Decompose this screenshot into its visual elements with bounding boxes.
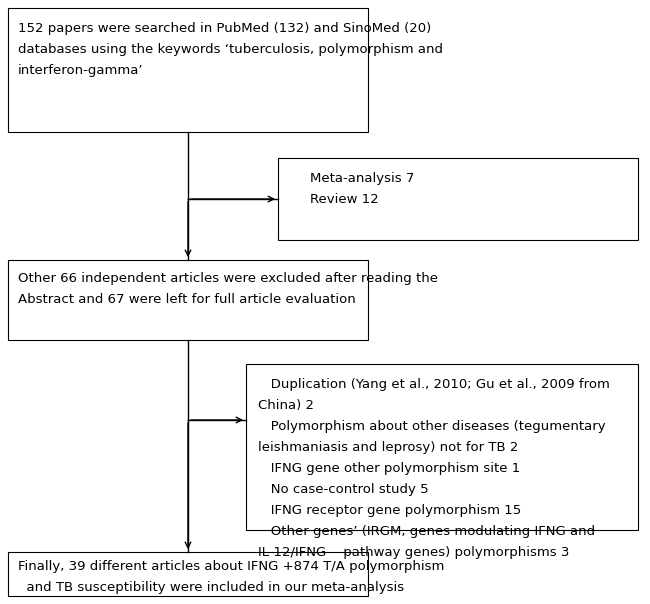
Text: Finally, 39 different articles about IFNG +874 T/A polymorphism
  and TB suscept: Finally, 39 different articles about IFN… [18,560,445,594]
Text: Other 66 independent articles were excluded after reading the
Abstract and 67 we: Other 66 independent articles were exclu… [18,272,438,306]
Text: Meta-analysis 7
Review 12: Meta-analysis 7 Review 12 [310,172,415,206]
Text: 152 papers were searched in PubMed (132) and SinoMed (20)
databases using the ke: 152 papers were searched in PubMed (132)… [18,22,443,77]
FancyBboxPatch shape [8,552,368,596]
FancyBboxPatch shape [278,158,638,240]
FancyBboxPatch shape [246,364,638,530]
Text: Duplication (Yang et al., 2010; Gu et al., 2009 from
China) 2
   Polymorphism ab: Duplication (Yang et al., 2010; Gu et al… [258,378,610,559]
FancyBboxPatch shape [8,8,368,132]
FancyBboxPatch shape [8,260,368,340]
